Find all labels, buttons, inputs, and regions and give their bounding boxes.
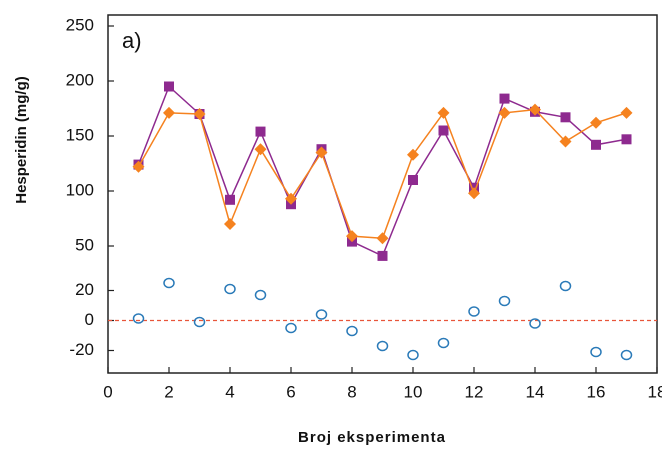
residual-point (224, 283, 236, 295)
data-point (590, 116, 602, 129)
residual-point (315, 309, 328, 320)
y-tick-label: 50 (75, 235, 94, 254)
data-point (346, 230, 358, 243)
y-tick-label: 20 (75, 280, 94, 299)
y-tick-label: -20 (69, 340, 94, 359)
data-point (285, 192, 297, 205)
x-tick-label: 12 (465, 382, 484, 401)
x-tick-label: 0 (103, 382, 112, 401)
series-line (137, 85, 627, 257)
residual-point (498, 295, 511, 307)
data-point (376, 232, 389, 245)
data-point (620, 106, 633, 119)
data-point (254, 143, 267, 156)
data-point (193, 108, 206, 120)
y-axis-label: Hesperidin (mg/g) (13, 76, 30, 204)
data-point (437, 106, 450, 119)
x-tick-label: 16 (587, 382, 606, 401)
residual-point (620, 349, 633, 361)
data-point (591, 139, 601, 150)
residual-point (346, 325, 358, 337)
y-tick-label: 200 (66, 70, 94, 89)
x-tick-label: 18 (648, 382, 662, 401)
data-point (315, 146, 328, 159)
residual-point (437, 337, 450, 349)
data-point (559, 135, 572, 148)
residual-point (559, 280, 572, 292)
data-point (407, 148, 419, 161)
residual-point (254, 289, 267, 301)
y-tick-label: 0 (85, 310, 94, 329)
data-point (408, 175, 418, 185)
residual-point (132, 313, 145, 324)
series-line (137, 108, 627, 240)
y-tick-label: 100 (66, 180, 94, 199)
residual-point (376, 340, 389, 352)
data-point (438, 125, 449, 136)
data-point (560, 112, 571, 123)
residual-point (285, 322, 297, 334)
data-point (132, 160, 145, 173)
data-point (529, 103, 541, 116)
x-tick-label: 6 (286, 382, 295, 401)
data-point (164, 81, 174, 92)
y-tick-label: 150 (66, 125, 94, 144)
x-tick-label: 14 (526, 382, 545, 401)
x-tick-label: 10 (404, 382, 423, 401)
data-point (377, 250, 388, 261)
data-point (621, 134, 632, 145)
data-point (468, 187, 480, 200)
x-tick-label: 2 (164, 382, 173, 401)
data-point (255, 126, 266, 137)
data-point (163, 106, 175, 119)
data-point (499, 93, 510, 104)
x-tick-label: 8 (347, 382, 356, 401)
residual-point (590, 346, 602, 358)
residual-point (468, 306, 480, 317)
x-axis-label: Broj eksperimenta (298, 429, 446, 446)
panel-label: a) (122, 28, 142, 53)
residual-point (407, 349, 419, 361)
plot-frame (107, 14, 658, 374)
x-tick-label: 4 (225, 382, 234, 401)
residual-point (529, 318, 541, 329)
data-point (498, 106, 511, 119)
residual-point (193, 316, 206, 328)
residual-point (163, 277, 175, 289)
y-tick-label: 250 (66, 15, 94, 34)
data-point (225, 194, 235, 205)
data-point (224, 218, 236, 230)
